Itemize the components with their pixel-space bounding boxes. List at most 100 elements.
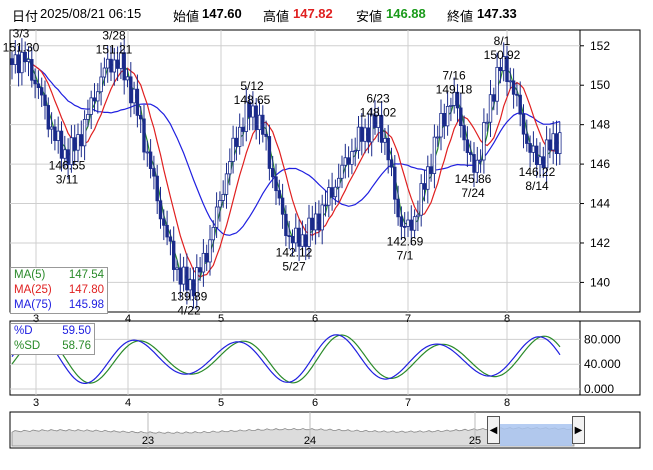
candle-body <box>237 126 242 147</box>
ma25-legend-row: MA(25) 147.80 <box>11 283 107 298</box>
ma5-label: MA(5) <box>14 269 46 281</box>
low-label: 安値 <box>356 9 383 24</box>
candle-body <box>406 219 410 227</box>
ma25-label: MA(25) <box>14 284 52 296</box>
candle-body <box>165 224 169 238</box>
candle-body <box>66 149 70 165</box>
candle-body <box>393 166 397 200</box>
annotation-date: 8/1 <box>494 34 511 48</box>
candle-body <box>23 51 27 62</box>
candle-body <box>333 186 338 198</box>
annotation-date: 7/24 <box>461 186 485 200</box>
candle-body <box>501 56 506 72</box>
candle-body <box>412 216 417 231</box>
candle-body <box>112 59 116 73</box>
candle-body <box>541 156 545 169</box>
candle-body <box>56 130 60 141</box>
annotation-price: 145.86 <box>455 172 492 186</box>
month-label: 6 <box>312 313 318 325</box>
candle-body <box>46 105 50 130</box>
candle-body <box>548 139 552 151</box>
candle-body <box>531 145 536 153</box>
candle-body <box>535 145 539 165</box>
candle-body <box>386 137 390 161</box>
d-legend-row: %D 59.50 <box>11 324 94 339</box>
osc-tick-label: 40.000 <box>584 357 621 371</box>
candle-body <box>554 133 559 155</box>
candle-body <box>267 136 272 169</box>
ma75-line <box>11 58 560 236</box>
scroll-right-button[interactable]: ▶ <box>572 416 585 444</box>
candle-body <box>353 150 357 152</box>
candle-body <box>36 83 41 89</box>
candle-body <box>528 143 532 153</box>
candle-body <box>327 187 331 206</box>
candle-body <box>198 267 202 273</box>
annotation-price: 146.22 <box>519 165 556 179</box>
y-tick-label: 140 <box>590 275 610 289</box>
candle-body <box>254 105 258 131</box>
candle-body <box>320 204 324 231</box>
candle-body <box>168 236 173 242</box>
candle-body <box>429 166 433 174</box>
candle-body <box>82 119 87 147</box>
candle-body <box>79 134 83 147</box>
candle-body <box>257 114 262 131</box>
candle-body <box>350 151 354 165</box>
candle-body <box>92 97 97 102</box>
close-label: 終値 <box>447 9 474 24</box>
annotation-price: 149.18 <box>436 82 473 96</box>
candle-body <box>148 151 153 169</box>
candle-body <box>99 76 103 93</box>
annotation-price: 142.69 <box>387 234 424 248</box>
y-tick-label: 148 <box>590 118 610 132</box>
candle-body <box>86 113 90 120</box>
candle-body <box>119 52 123 69</box>
osc-tick-label: 80.000 <box>584 332 621 346</box>
ma25-line <box>11 58 561 278</box>
candle-body <box>346 157 351 165</box>
candle-body <box>155 175 159 202</box>
candle-body <box>234 137 239 147</box>
candle-body <box>508 80 512 83</box>
candle-body <box>376 114 380 128</box>
candle-body <box>218 200 222 208</box>
month-label: 3 <box>33 313 39 325</box>
month-label: 5 <box>218 397 224 409</box>
candle-body <box>343 157 347 166</box>
sd-legend-row: %SD 58.76 <box>11 339 94 354</box>
candle-body <box>287 235 291 238</box>
close-value: 147.33 <box>477 6 517 21</box>
scroll-left-button[interactable]: ◀ <box>487 416 500 444</box>
candle-body <box>442 113 446 127</box>
ma5-value: 147.54 <box>68 269 104 281</box>
candle-body <box>264 133 268 137</box>
candle-body <box>162 218 166 226</box>
candle-body <box>419 183 423 216</box>
candle-body <box>402 226 407 228</box>
candle-body <box>125 76 130 81</box>
candle-body <box>76 134 80 151</box>
month-label: 7 <box>405 313 411 325</box>
candle-body <box>482 122 486 161</box>
candle-body <box>49 126 54 130</box>
candle-body <box>214 206 219 228</box>
annotation-date: 4/22 <box>177 304 201 318</box>
candle-body <box>544 139 549 169</box>
candle-body <box>505 56 509 82</box>
candle-body <box>379 114 384 143</box>
annotation-price: 151.21 <box>96 42 133 56</box>
candle-body <box>340 164 344 179</box>
candle-body <box>449 105 453 107</box>
candle-body <box>488 94 493 123</box>
annotation-price: 148.65 <box>234 93 271 107</box>
candle-body <box>129 76 133 104</box>
candle-body <box>185 266 189 291</box>
candle-body <box>145 151 149 154</box>
sd-value: 58.76 <box>62 340 91 352</box>
candle-body <box>89 97 93 115</box>
candle-body <box>366 127 371 143</box>
candle-body <box>426 166 430 190</box>
